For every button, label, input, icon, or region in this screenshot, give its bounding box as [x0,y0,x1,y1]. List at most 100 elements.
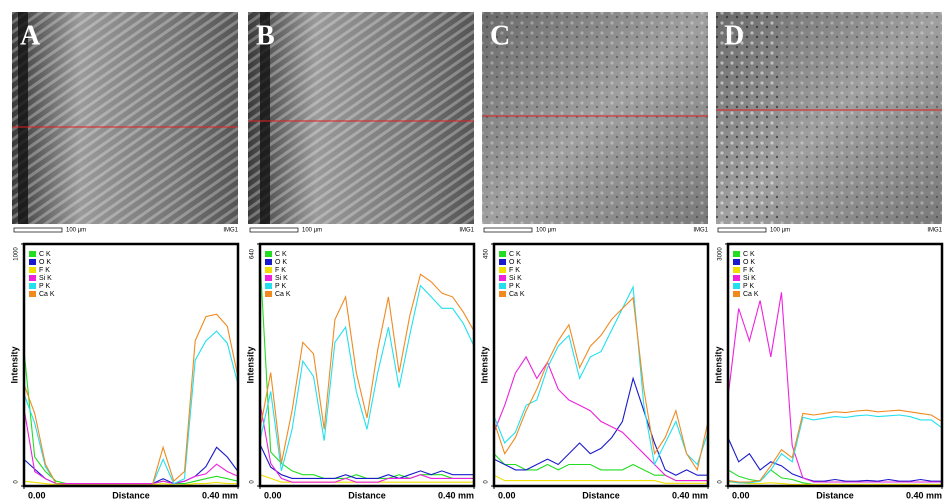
legend-swatch [29,283,36,289]
x-tick-label: 0.40 mm [906,490,942,500]
legend-label: P K [275,283,286,290]
scale-bar [717,227,767,233]
y-tick-label: 0 [718,480,724,484]
legend-swatch [499,283,506,289]
legend-label: Ca K [275,291,291,298]
sem-texture [482,12,708,224]
legend-swatch [733,259,740,265]
legend-label: O K [743,259,755,266]
legend-label: Ca K [509,291,525,298]
legend-swatch [499,275,506,281]
legend-label: F K [275,267,286,274]
legend-swatch [265,291,272,297]
y-tick-label: 450 [484,248,490,259]
series-line [493,376,708,476]
x-tick-label: 0.00 [498,490,516,500]
legend-label: Ca K [743,291,759,298]
legend-label: C K [275,251,287,258]
y-axis-label: Intensity [713,346,723,383]
line-chart: 0 1000 Intensity 0.00 0.40 mm Distance C KO KF… [9,242,240,500]
legend-swatch [499,291,506,297]
legend-swatch [265,251,272,257]
y-tick-label: 1000 [14,247,20,261]
scale-bar [13,227,63,233]
scale-bar [249,227,299,233]
x-axis-label: Distance [582,490,620,500]
legend-label: Si K [509,275,522,282]
series-line [259,444,474,479]
legend-swatch [29,251,36,257]
legend-label: Si K [39,275,52,282]
legend-swatch [499,259,506,265]
x-tick-label: 0.40 mm [202,490,238,500]
line-chart: 0 450 Intensity 0.00 0.40 mm Distance C KO KF … [479,242,710,500]
legend-swatch [733,283,740,289]
scale-label: 100 µm [536,228,556,234]
image-id: IMG1 [223,228,238,234]
legend-swatch [499,267,506,273]
x-axis-label: Distance [348,490,386,500]
plot-area [24,244,238,486]
legend-label: C K [509,251,521,258]
legend-label: F K [743,267,754,274]
sem-texture [12,12,238,224]
y-tick-label: 0 [484,480,490,484]
panel-label: C [490,20,510,51]
series-line [727,437,942,482]
legend-label: O K [275,259,287,266]
legend-label: Si K [743,275,756,282]
y-axis-label: Intensity [9,346,19,383]
legend-swatch [265,259,272,265]
legend-label: Ca K [39,291,55,298]
series-line [493,355,708,482]
legend-swatch [733,291,740,297]
y-tick-label: 0 [14,480,20,484]
legend-label: O K [39,259,51,266]
x-tick-label: 0.00 [264,490,282,500]
legend-label: O K [509,259,521,266]
line-chart: 0 3000 Intensity 0.00 0.40 mm Distance C KO KF… [713,242,944,500]
y-axis-label: Intensity [245,346,255,383]
series-line [259,402,474,483]
panel-label: A [20,20,41,51]
legend-label: C K [743,251,755,258]
x-tick-label: 0.00 [732,490,750,500]
sem-edge [18,12,28,224]
series-line [727,481,942,485]
plot-area [494,244,708,486]
plot-area [260,244,474,486]
series-line [493,474,708,484]
legend-swatch [29,291,36,297]
plot-frame [492,242,710,488]
legend-swatch [733,251,740,257]
line-chart: 0 640 Intensity 0.00 0.40 mm Distance C KO KF … [245,242,476,500]
plot-area [728,244,942,486]
scale-label: 100 µm [770,228,790,234]
legend-label: Si K [275,275,288,282]
sem-texture [248,12,474,224]
x-tick-label: 0.00 [28,490,46,500]
legend-label: C K [39,251,51,258]
x-axis-label: Distance [816,490,854,500]
y-tick-label: 3000 [718,247,724,261]
legend-swatch [265,283,272,289]
scale-label: 100 µm [302,228,322,234]
legend-swatch [29,267,36,273]
y-axis-label: Intensity [479,346,489,383]
y-tick-label: 0 [250,480,256,484]
scale-label: 100 µm [66,228,86,234]
sem-region [716,12,778,224]
series-line [259,273,475,464]
image-id: IMG1 [927,228,942,234]
image-id: IMG1 [693,228,708,234]
legend-label: F K [39,267,50,274]
legend-swatch [499,251,506,257]
legend-label: P K [39,283,50,290]
legend-swatch [29,275,36,281]
series-line [259,284,475,472]
sem-edge [260,12,270,224]
legend-swatch [733,267,740,273]
legend-swatch [733,275,740,281]
